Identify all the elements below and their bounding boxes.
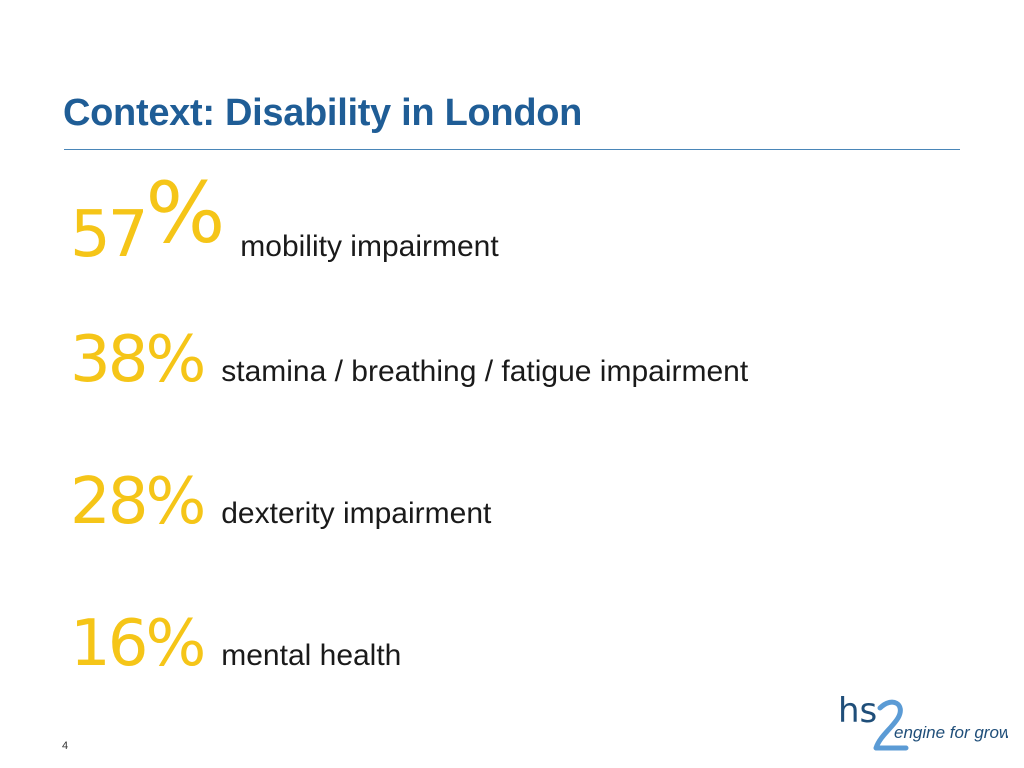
stat-row-stamina: 38% stamina / breathing / fatigue impair… [70, 328, 748, 392]
stat-value-mobility: 57% [70, 171, 225, 272]
stat-value-dexterity: 28% [70, 465, 206, 539]
stat-row-mental-health: 16% mental health [70, 612, 401, 676]
logo-primary-text: hs [838, 691, 877, 731]
stat-value-mental-health: 16% [70, 607, 206, 681]
logo-two-mark [873, 699, 909, 751]
stat-value-digits: 57 [70, 198, 148, 272]
stat-label-dexterity: dexterity impairment [221, 497, 492, 530]
slide-title: Context: Disability in London [63, 92, 583, 134]
logo-tagline: engine for growth [894, 723, 1008, 742]
hs2-logo: hs engine for growth [838, 691, 1008, 751]
stat-row-mobility: 57% mobility impairment [70, 171, 499, 272]
stat-label-mental-health: mental health [221, 639, 402, 672]
stat-row-dexterity: 28% dexterity impairment [70, 470, 491, 534]
title-divider [64, 149, 960, 150]
stat-value-stamina: 38% [70, 323, 206, 397]
stat-label-mobility: mobility impairment [240, 230, 499, 263]
slide-number: 4 [62, 740, 69, 752]
stat-value-percent-sign: % [145, 164, 225, 262]
stat-label-stamina: stamina / breathing / fatigue impairment [221, 355, 749, 388]
